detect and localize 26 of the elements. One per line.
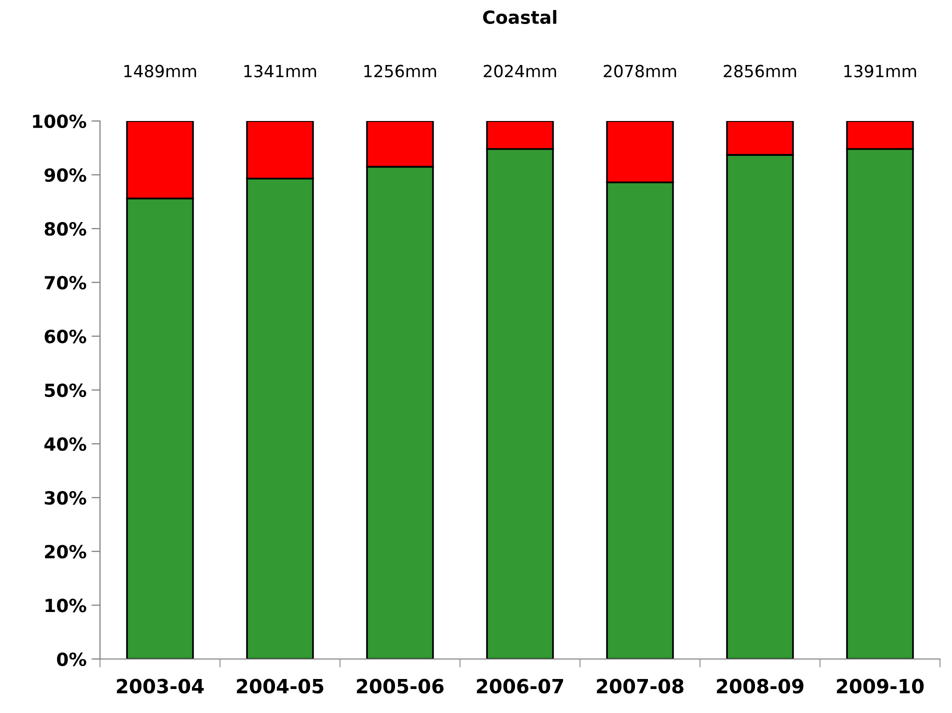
text: 1341mm bbox=[244, 64, 316, 78]
y-tick-label: 60% bbox=[44, 330, 86, 344]
x-tick-label: 2003-04 bbox=[116, 678, 204, 694]
y-tick-label: 80% bbox=[44, 222, 86, 236]
y-tick-label: 50% bbox=[44, 383, 86, 398]
text: 2024mm bbox=[484, 64, 556, 78]
text: 2078mm bbox=[604, 64, 676, 78]
y-tick-label: 30% bbox=[44, 491, 86, 505]
y-tick-label: 90% bbox=[44, 168, 86, 182]
x-tick-label: 2004-05 bbox=[236, 678, 324, 694]
text: 1391mm bbox=[844, 64, 916, 78]
y-tick-label: 100% bbox=[33, 114, 86, 128]
text: 1489mm bbox=[124, 64, 196, 78]
chart-title: Coastal bbox=[483, 10, 556, 24]
x-tick-label: 2009-10 bbox=[836, 678, 924, 694]
y-tick-label: 40% bbox=[44, 437, 86, 451]
y-tick-label: 20% bbox=[45, 544, 86, 559]
text: 2856mm bbox=[724, 64, 796, 78]
x-tick-label: 2006-07 bbox=[476, 678, 564, 694]
x-tick-label: 2007-08 bbox=[596, 678, 684, 694]
y-tick-label: 10% bbox=[46, 598, 86, 612]
y-tick-label: 70% bbox=[44, 276, 86, 290]
x-tick-label: 2005-06 bbox=[356, 678, 444, 694]
y-tick-label: 0% bbox=[57, 652, 86, 666]
text: 1256mm bbox=[364, 64, 436, 78]
x-tick-label: 2008-09 bbox=[716, 678, 804, 694]
